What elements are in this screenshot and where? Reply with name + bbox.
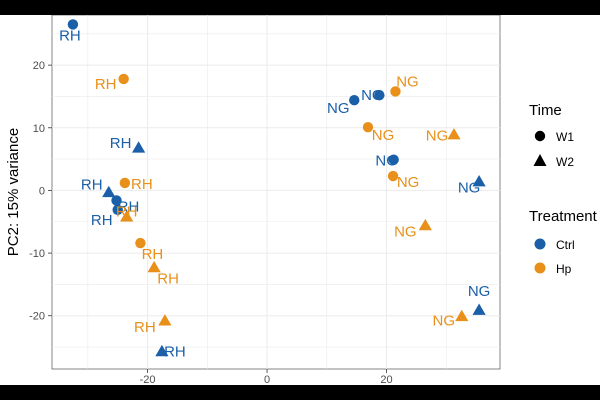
legend-w2-label: W2 <box>556 155 574 169</box>
grid-lines <box>52 15 500 369</box>
data-point-triangle <box>158 314 172 326</box>
point-label: NG <box>375 153 398 170</box>
y-axis-title: PC2: 15% variance <box>5 128 22 256</box>
legend-hp-swatch <box>534 262 546 274</box>
data-point-circle <box>388 154 399 165</box>
legend-hp-label: Hp <box>556 262 572 276</box>
point-label: NG <box>426 128 449 145</box>
x-tick-label: 20 <box>380 374 392 385</box>
data-point-triangle <box>155 344 169 357</box>
data-point-triangle <box>132 141 146 153</box>
point-label: NG <box>458 180 481 197</box>
data-point-triangle <box>120 210 134 222</box>
data-point-circle <box>374 89 385 101</box>
data-point-triangle <box>472 303 486 315</box>
point-label: NG <box>361 87 384 104</box>
point-label: RH <box>81 176 103 193</box>
legend-title-time: Time <box>529 102 562 119</box>
point-label: NG <box>396 73 419 90</box>
plot-panel <box>51 15 501 370</box>
point-label: NG <box>468 283 491 300</box>
data-point-circle <box>135 237 146 249</box>
data-point-triangle <box>472 175 486 187</box>
point-label: NG <box>433 312 456 329</box>
data-point-circle <box>111 195 122 206</box>
point-label: RH <box>110 135 132 152</box>
y-tick-label: 20 <box>33 60 45 72</box>
data-point-triangle <box>418 218 432 231</box>
point-label: RH <box>164 343 186 360</box>
data-point-circle <box>390 86 401 97</box>
point-label: RH <box>59 27 81 44</box>
legend-w1-label: W1 <box>556 130 574 144</box>
y-tick-label: -10 <box>29 248 45 260</box>
point-label: RH <box>157 270 179 287</box>
legend-ctrl-label: Ctrl <box>556 238 575 252</box>
point-label: NG <box>397 174 420 191</box>
y-tick-label: 10 <box>33 123 45 135</box>
x-tick-label: 0 <box>264 374 270 385</box>
legend-ctrl-swatch <box>534 238 546 250</box>
data-point-circle <box>119 177 131 189</box>
point-label: NG <box>372 127 395 144</box>
data-point-circle <box>67 19 79 30</box>
axis-ticks: -20 0 20 -20 -10 0 10 20 <box>29 60 393 385</box>
point-label: RH <box>131 176 153 193</box>
data-point-triangle <box>147 260 161 273</box>
point-label: RH <box>95 76 117 93</box>
legend-w2-triangle-icon <box>533 154 547 166</box>
point-label: NG <box>394 224 417 241</box>
legend-w1-circle-icon <box>534 130 546 142</box>
data-point-circle <box>387 170 399 182</box>
data-point-triangle <box>102 185 116 198</box>
data-points <box>67 19 486 357</box>
legend: Time W1 W2 Treatment Ctrl Hp <box>529 102 598 276</box>
data-point-triangle <box>455 309 469 322</box>
data-point-circle <box>349 95 360 106</box>
chart-stage: RH RH RH RH RH RH RH RH RH RH RH RH NG NG NG NG NG NG NG NG… <box>0 15 600 385</box>
data-point-circle <box>118 73 129 85</box>
data-point-circle <box>112 204 123 216</box>
x-tick-label: -20 <box>140 374 156 385</box>
data-point-triangle <box>447 128 461 140</box>
y-tick-label: -20 <box>29 311 45 323</box>
point-label: NG <box>327 100 350 117</box>
y-tick-label: 0 <box>39 185 45 197</box>
legend-title-treatment: Treatment <box>529 208 598 225</box>
point-label: RH <box>118 198 140 215</box>
point-label: RH <box>116 204 138 221</box>
point-label: RH <box>134 319 156 336</box>
data-point-circle <box>362 121 374 133</box>
point-label: RH <box>91 212 113 229</box>
point-label: RH <box>142 246 164 263</box>
